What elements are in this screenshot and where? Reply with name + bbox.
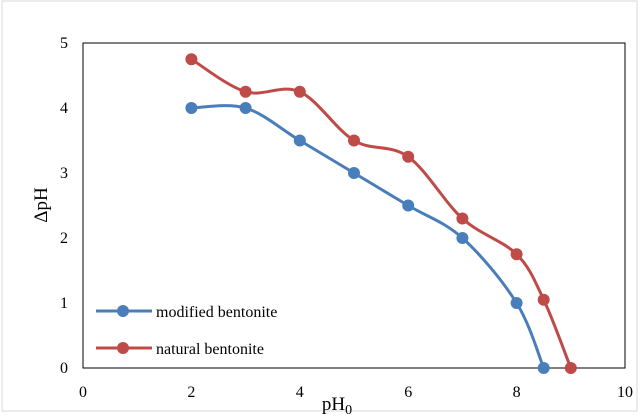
tick-labels: 0 2 4 6 8 10 0 1 2 3 4 5 [60, 35, 633, 401]
x-tick-label: 4 [296, 384, 304, 401]
y-tick-label: 0 [60, 360, 68, 377]
series-natural-bentonite [185, 53, 577, 374]
y-tick-label: 1 [60, 295, 68, 312]
y-tick-label: 5 [60, 35, 68, 52]
legend-label: natural bentonite [156, 341, 264, 358]
x-tick-label: 6 [404, 384, 412, 401]
x-tick-label: 10 [617, 384, 633, 401]
data-point [239, 85, 252, 98]
series-layer [185, 53, 577, 374]
data-point [348, 167, 360, 179]
data-point [348, 134, 360, 147]
y-tick-label: 2 [60, 230, 68, 247]
data-point [402, 199, 415, 212]
data-point [293, 85, 306, 98]
series-modified-bentonite [185, 102, 550, 374]
legend-label: modified bentonite [156, 304, 277, 321]
data-point [293, 134, 306, 147]
legend-marker [117, 305, 129, 317]
data-point [402, 150, 415, 163]
y-axis-title: ΔpH [31, 187, 52, 223]
legend-marker [117, 342, 129, 354]
data-point [456, 212, 469, 225]
data-point [185, 102, 198, 114]
x-tick-label: 2 [187, 384, 195, 401]
legend: modified bentonite natural bentonite [96, 304, 277, 358]
chart-area-border [1, 0, 638, 412]
data-point [537, 362, 550, 374]
x-tick-label: 0 [79, 384, 87, 401]
y-tick-label: 4 [60, 100, 68, 117]
data-point [564, 362, 577, 374]
x-axis-title: pH0 [322, 394, 352, 414]
data-point [239, 102, 252, 114]
data-point [456, 232, 469, 244]
data-point [510, 297, 523, 309]
legend-item: natural bentonite [96, 341, 264, 358]
data-point [510, 248, 523, 261]
x-tick-label: 8 [513, 384, 521, 401]
data-point [185, 53, 198, 66]
data-point [537, 293, 550, 306]
y-tick-label: 3 [60, 165, 68, 182]
legend-item: modified bentonite [96, 304, 277, 321]
plot-area [82, 42, 626, 369]
